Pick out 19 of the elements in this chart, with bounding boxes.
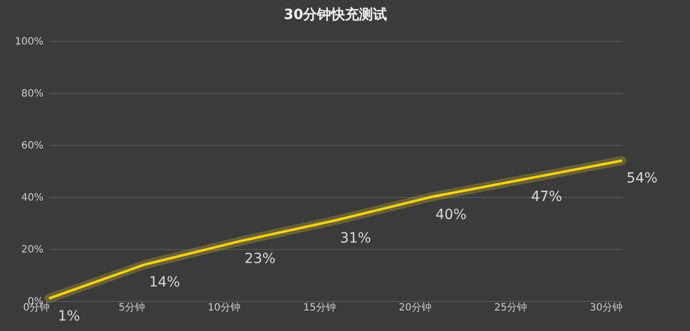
y-tick-label: 20% — [21, 244, 44, 256]
x-tick-label: 25分钟 — [494, 302, 527, 314]
x-tick-label: 5分钟 — [118, 302, 145, 314]
y-tick-label: 80% — [21, 88, 44, 100]
chart-title: 30分钟快充测试 — [284, 6, 388, 23]
data-label: 31% — [340, 230, 372, 246]
data-label: 1% — [58, 308, 80, 324]
data-label: 54% — [626, 170, 658, 187]
data-label: 23% — [244, 251, 276, 268]
x-tick-label: 30分钟 — [590, 302, 622, 314]
x-tick-label: 15分钟 — [303, 302, 336, 314]
data-label: 47% — [530, 188, 562, 205]
y-tick-label: 100% — [14, 36, 44, 48]
x-tick-label: 10分钟 — [208, 302, 240, 314]
x-tick-label: 20分钟 — [398, 302, 432, 314]
y-tick-label: 40% — [21, 192, 44, 204]
data-label: 40% — [435, 207, 467, 223]
y-tick-label: 60% — [21, 140, 44, 152]
data-label: 14% — [148, 274, 180, 291]
